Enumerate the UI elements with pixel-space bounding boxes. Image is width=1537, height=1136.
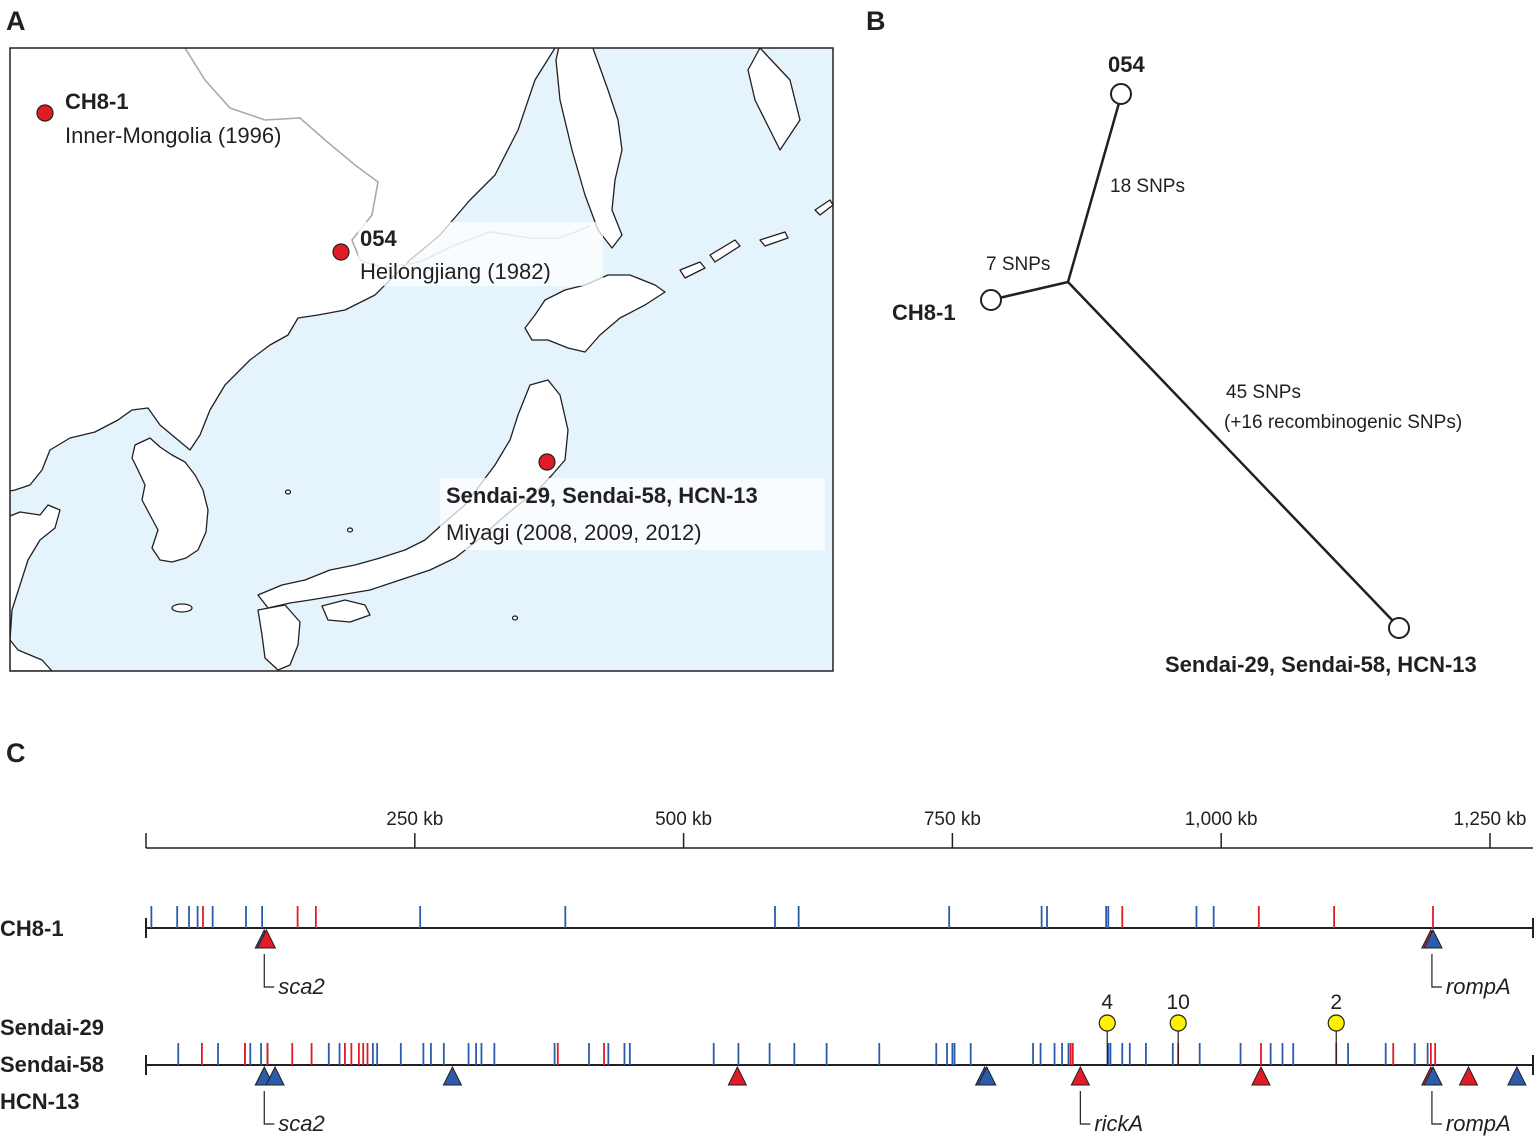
gene-triangle-blue — [1507, 1065, 1527, 1086]
korea-landmass — [131, 437, 209, 563]
axis-tick-label: 750 kb — [924, 809, 981, 830]
gene-leader-line — [263, 1091, 275, 1125]
kamchatka-landmass — [747, 48, 801, 151]
map-frame — [9, 47, 834, 672]
axis-tick-label: 500 kb — [655, 809, 712, 830]
label-box-sendai — [440, 478, 825, 550]
gene-leader-line — [263, 954, 275, 988]
small-island-1 — [171, 603, 193, 613]
recombination-count-label: 2 — [1330, 991, 1342, 1014]
axis-tick-label: 250 kb — [386, 809, 443, 830]
tree-node-label-sendai: Sendai-29, Sendai-58, HCN-13 — [1165, 652, 1477, 677]
map-strain-label-054: 054 — [360, 226, 397, 251]
gene-label: rompA — [1446, 1111, 1511, 1136]
genome-scale-axis: 250 kb 500 kb 750 kb 1,000 kb 1,250 kb — [145, 809, 1533, 849]
genome-panel: 250 kb 500 kb 750 kb 1,000 kb 1,250 kb CH8-1… — [0, 809, 1534, 1136]
tree-branch-label-054: 18 SNPs — [1110, 176, 1185, 197]
kuril-island-4 — [814, 199, 833, 216]
gene-label: sca2 — [278, 974, 324, 999]
gene-triangle-red — [1251, 1065, 1271, 1086]
map-place-label-ch8-1: Inner-Mongolia (1996) — [65, 123, 281, 148]
gene-leader-line — [1431, 954, 1442, 988]
gene-triangle-blue — [1423, 1065, 1443, 1086]
tree-branch-054 — [1066, 102, 1121, 283]
small-island-2 — [284, 489, 292, 495]
gene-leader-line — [1431, 1091, 1442, 1125]
tree-node-label-ch8-1: CH8-1 — [892, 300, 956, 325]
china-coast-landmass — [10, 504, 61, 671]
gene-label: rickA — [1094, 1111, 1143, 1136]
small-island-3 — [346, 527, 354, 533]
track-label-hcn-13: HCN-13 — [0, 1089, 79, 1114]
label-box-054 — [358, 222, 603, 286]
tree-branch-label-sendai: 45 SNPs — [1226, 382, 1301, 403]
tree-node-ch8-1 — [980, 289, 1002, 311]
gene-triangle-red — [1070, 1065, 1091, 1086]
tree-panel: 054 CH8-1 Sendai-29, Sendai-58, HCN-13 1… — [892, 52, 1477, 677]
recombination-marker — [1169, 1014, 1187, 1032]
gene-label: sca2 — [278, 1111, 324, 1136]
kuril-island-1 — [679, 261, 706, 279]
map-strain-label-ch8-1: CH8-1 — [65, 89, 129, 114]
panel-b-letter: B — [866, 6, 886, 36]
kuril-island-2 — [709, 239, 741, 263]
shikoku-landmass — [321, 599, 371, 623]
track-label-ch8-1: CH8-1 — [0, 916, 64, 941]
axis-tick-label: 1,000 kb — [1185, 809, 1258, 830]
gene-triangle-blue — [976, 1065, 997, 1086]
map-strain-label-sendai: Sendai-29, Sendai-58, HCN-13 — [446, 483, 758, 508]
mainland-landmass — [10, 48, 556, 492]
tree-branch-sendai — [1067, 281, 1394, 622]
tree-node-label-054: 054 — [1108, 52, 1145, 77]
gene-triangle-blue — [1423, 928, 1443, 949]
axis-tick-label: 1,250 kb — [1454, 809, 1527, 830]
small-island-4 — [511, 615, 519, 621]
track-sendai: 4 10 2 sca2 rickA rompA — [145, 991, 1534, 1136]
gene-triangle-blue — [442, 1065, 463, 1086]
map-place-label-054: Heilongjiang (1982) — [360, 259, 551, 284]
sakhalin-landmass — [555, 48, 623, 249]
panel-a-letter: A — [6, 6, 26, 36]
panel-c-letter: C — [6, 738, 26, 768]
tree-branch-label-ch8-1: 7 SNPs — [986, 254, 1050, 275]
gene-triangle-red — [1458, 1065, 1479, 1086]
kuril-island-3 — [759, 231, 789, 247]
recombination-count-label: 10 — [1167, 991, 1190, 1014]
track-label-sendai-58: Sendai-58 — [0, 1052, 104, 1077]
kyushu-landmass — [257, 604, 301, 671]
track-label-sendai-29: Sendai-29 — [0, 1015, 104, 1040]
gene-triangle-red — [727, 1065, 748, 1086]
tree-node-054 — [1110, 83, 1132, 105]
gene-triangle-red — [256, 928, 277, 949]
map-panel: CH8-1 Inner-Mongolia (1996) 054 Heilongj… — [9, 47, 834, 672]
map-place-label-sendai: Miyagi (2008, 2009, 2012) — [446, 520, 702, 545]
recombination-marker — [1098, 1014, 1116, 1032]
tree-branch-note-sendai: (+16 recombinogenic SNPs) — [1224, 412, 1462, 433]
gene-triangle-blue — [265, 1065, 285, 1086]
track-ch8-1: sca2 rompA — [145, 906, 1534, 999]
recombination-count-label: 4 — [1101, 991, 1113, 1014]
recombination-marker — [1327, 1014, 1345, 1032]
location-marker-ch8-1 — [36, 104, 54, 122]
location-marker-sendai — [538, 453, 556, 471]
gene-label: rompA — [1446, 974, 1511, 999]
gene-leader-line — [1079, 1091, 1091, 1125]
tree-branch-ch8-1 — [998, 280, 1069, 300]
location-marker-054 — [332, 243, 350, 261]
tree-node-sendai — [1388, 617, 1410, 639]
